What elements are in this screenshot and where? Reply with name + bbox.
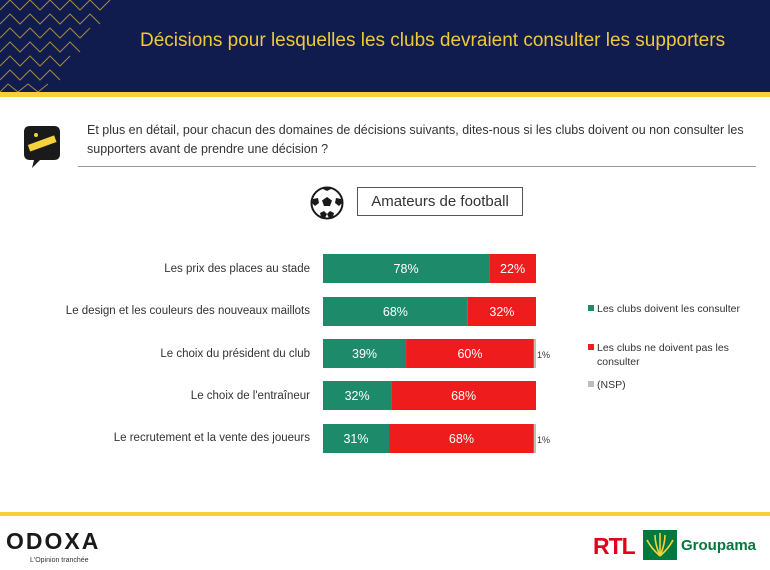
football-icon [310, 186, 344, 220]
bar-no-consult-4 [389, 424, 534, 453]
bar-no-consult-1 [467, 297, 536, 326]
odoxa-tagline: L'Opinion tranchée [30, 557, 89, 564]
odoxa-logo: ODOXA [6, 528, 101, 554]
data-label-nsp-4: 1% [537, 435, 550, 445]
bar-consult-1 [323, 297, 468, 326]
legend-label-consult: Les clubs doivent les consulter [597, 303, 740, 315]
bar-nsp-2 [533, 339, 536, 368]
data-label-consult-1: 68% [383, 305, 408, 319]
speech-bubble-icon [24, 126, 60, 168]
legend-item-nsp: (NSP) [588, 378, 757, 392]
data-label-consult-4: 31% [343, 432, 368, 446]
data-label-nsp-2: 1% [537, 350, 550, 360]
chevron-pattern-decoration [0, 0, 111, 92]
bar-no-consult-0 [489, 254, 536, 283]
legend-item-no-consult: Les clubs ne doivent pas les consulter [588, 341, 757, 369]
population-label: Amateurs de football [357, 187, 523, 216]
row-label-recrutement: Le recrutement et la vente des joueurs [113, 432, 310, 444]
row-label-prix-places: Les prix des places au stade [164, 263, 310, 275]
data-label-consult-0: 78% [394, 262, 419, 276]
legend-swatch-no-consult [588, 344, 594, 350]
data-label-no-consult-3: 68% [451, 389, 476, 403]
legend-item-consult: Les clubs doivent les consulter [588, 302, 757, 316]
legend-label-nsp: (NSP) [597, 379, 626, 391]
data-label-consult-3: 32% [345, 389, 370, 403]
bar-consult-2 [323, 339, 407, 368]
legend-swatch-nsp [588, 381, 594, 387]
row-label-design-maillots: Le design et les couleurs des nouveaux m… [65, 305, 310, 317]
bar-no-consult-3 [391, 381, 536, 410]
data-label-no-consult-4: 68% [449, 432, 474, 446]
bar-consult-0 [323, 254, 490, 283]
header-banner: Décisions pour lesquelles les clubs devr… [0, 0, 770, 92]
data-label-no-consult-1: 32% [489, 305, 514, 319]
groupama-logo: Groupama [681, 537, 757, 554]
row-label-choix-entraineur: Le choix de l'entraîneur [190, 390, 310, 402]
header-divider [0, 92, 770, 97]
page-title: Décisions pour lesquelles les clubs devr… [140, 30, 726, 51]
bar-nsp-4 [533, 424, 536, 453]
data-label-no-consult-0: 22% [500, 262, 525, 276]
bar-no-consult-2 [406, 339, 534, 368]
data-label-consult-2: 39% [352, 347, 377, 361]
data-label-no-consult-2: 60% [457, 347, 482, 361]
question-underline [78, 166, 756, 167]
footer-divider [0, 512, 770, 516]
survey-question: Et plus en détail, pour chacun des domai… [87, 123, 744, 156]
row-label-choix-president: Le choix du président du club [160, 348, 310, 360]
legend-label-no-consult: Les clubs ne doivent pas les consulter [597, 342, 729, 368]
legend-swatch-consult [588, 305, 594, 311]
rtl-logo: RTL [593, 533, 636, 559]
bar-consult-3 [323, 381, 392, 410]
bar-consult-4 [323, 424, 390, 453]
groupama-leaf-icon [643, 530, 677, 560]
